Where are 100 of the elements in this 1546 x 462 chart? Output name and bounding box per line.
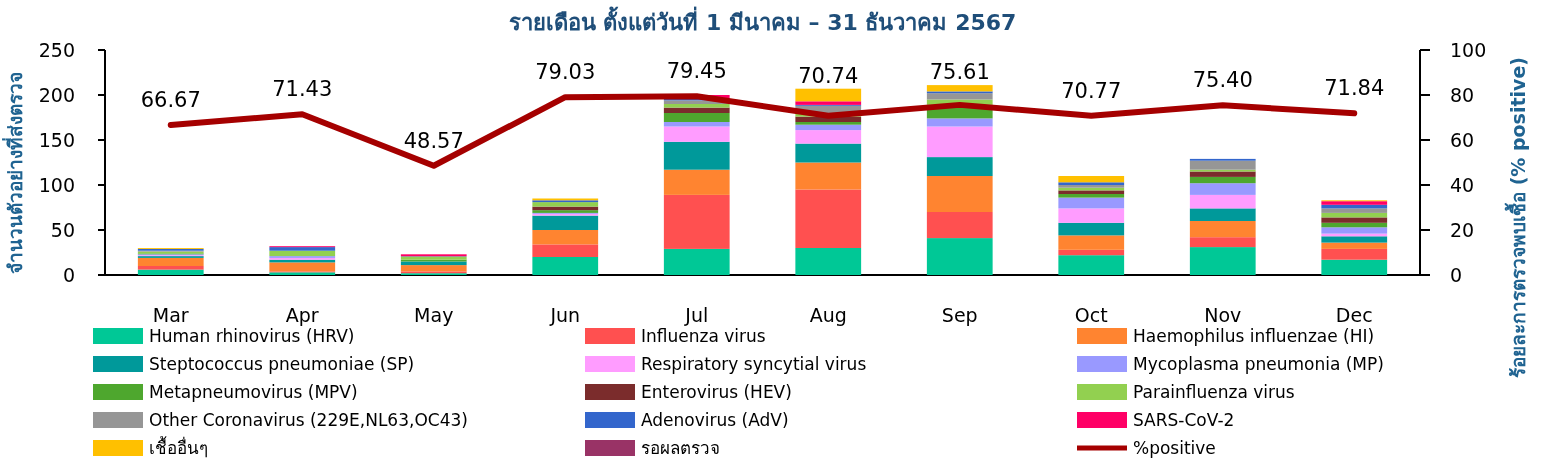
legend-label: Influenza virus bbox=[641, 326, 766, 346]
bar bbox=[532, 215, 599, 230]
data-label: 71.43 bbox=[272, 77, 333, 102]
bar bbox=[1321, 248, 1388, 260]
bar bbox=[926, 93, 993, 100]
bar bbox=[1189, 208, 1256, 221]
bar bbox=[663, 141, 730, 170]
x-tick-label: Nov bbox=[1204, 304, 1242, 326]
x-tick-label: Sep bbox=[941, 304, 978, 326]
bar bbox=[137, 257, 204, 266]
bar bbox=[926, 118, 993, 127]
bar bbox=[137, 266, 204, 270]
data-label: 75.40 bbox=[1192, 68, 1253, 93]
bar bbox=[269, 250, 336, 257]
y-tick-label: 50 bbox=[50, 219, 75, 241]
legend-label: %positive bbox=[1133, 438, 1216, 458]
bar bbox=[1058, 249, 1125, 256]
bar bbox=[532, 230, 599, 245]
bar bbox=[1058, 176, 1125, 183]
bar bbox=[1189, 176, 1256, 184]
bar bbox=[1058, 222, 1125, 236]
y2-tick-label: 20 bbox=[1450, 219, 1475, 241]
legend-label: Adenovirus (AdV) bbox=[641, 410, 789, 430]
bar bbox=[1189, 194, 1256, 209]
data-label: 66.67 bbox=[140, 87, 201, 112]
bar bbox=[1189, 171, 1256, 177]
y-tick-label: 100 bbox=[38, 174, 75, 196]
data-label: 71.84 bbox=[1324, 76, 1385, 101]
bar bbox=[1058, 197, 1125, 209]
y2-axis-title: ร้อยละการตรวจพบเชื้อ (% positive) bbox=[1504, 57, 1529, 378]
x-tick-label: Apr bbox=[285, 304, 319, 326]
y2-tick-label: 80 bbox=[1450, 84, 1475, 106]
data-label: 70.77 bbox=[1061, 78, 1122, 103]
bar bbox=[795, 248, 862, 275]
x-tick-label: Dec bbox=[1335, 304, 1373, 326]
bar bbox=[1321, 236, 1388, 243]
bar bbox=[663, 169, 730, 195]
y-tick-label: 250 bbox=[38, 39, 75, 61]
legend-label: Metapneumovirus (MPV) bbox=[149, 382, 358, 402]
y-tick-label: 0 bbox=[62, 264, 75, 286]
legend-label: Human rhinovirus (HRV) bbox=[149, 326, 355, 346]
bar bbox=[1189, 221, 1256, 238]
bar bbox=[663, 104, 730, 108]
bar bbox=[663, 122, 730, 127]
bar bbox=[795, 124, 862, 131]
data-label: 75.61 bbox=[929, 60, 990, 85]
bar bbox=[532, 257, 599, 275]
bar bbox=[400, 265, 467, 272]
bar bbox=[795, 88, 862, 102]
y2-tick-label: 0 bbox=[1450, 264, 1463, 286]
bar bbox=[795, 143, 862, 163]
legend-label: Respiratory syncytial virus bbox=[641, 354, 867, 374]
bar bbox=[1058, 255, 1125, 275]
x-tick-label: May bbox=[414, 304, 454, 326]
bar bbox=[663, 194, 730, 249]
y-tick-label: 200 bbox=[38, 84, 75, 106]
bar bbox=[1321, 227, 1388, 234]
y2-tick-label: 60 bbox=[1450, 129, 1475, 151]
bar bbox=[1321, 242, 1388, 249]
bar bbox=[1189, 237, 1256, 248]
bar bbox=[663, 107, 730, 113]
data-label: 70.74 bbox=[798, 63, 859, 88]
legend-label: Steptococcus pneumoniae (SP) bbox=[149, 354, 415, 374]
legend-label: Haemophilus influenzae (HI) bbox=[1133, 326, 1375, 346]
x-tick-label: Mar bbox=[152, 304, 189, 326]
bar bbox=[532, 202, 599, 207]
bar bbox=[795, 162, 862, 190]
bar bbox=[795, 122, 862, 125]
bar bbox=[1189, 247, 1256, 275]
x-tick-label: Oct bbox=[1074, 304, 1108, 326]
bar bbox=[926, 176, 993, 212]
bar bbox=[926, 212, 993, 239]
bar bbox=[1321, 208, 1388, 213]
bar bbox=[1058, 235, 1125, 250]
y-axis-title: จำนวนตัวอย่างที่ส่งตรวจ bbox=[2, 71, 26, 274]
legend-label: เชื้ออื่นๆ bbox=[149, 436, 208, 458]
bar bbox=[663, 248, 730, 275]
bar bbox=[532, 244, 599, 257]
legend-label: Enterovirus (HEV) bbox=[641, 382, 792, 402]
bar bbox=[137, 269, 204, 275]
y2-tick-label: 40 bbox=[1450, 174, 1475, 196]
bar bbox=[795, 130, 862, 144]
y2-tick-label: 100 bbox=[1450, 39, 1487, 61]
x-tick-label: Jul bbox=[684, 304, 709, 326]
legend-label: Mycoplasma pneumonia (MP) bbox=[1133, 354, 1384, 374]
bar bbox=[1058, 194, 1125, 198]
bar bbox=[1058, 208, 1125, 223]
x-tick-label: Jun bbox=[549, 304, 581, 326]
bar bbox=[1189, 160, 1256, 170]
data-label: 79.03 bbox=[535, 60, 596, 85]
bar bbox=[795, 189, 862, 248]
data-label: 79.45 bbox=[666, 59, 727, 84]
y-tick-label: 150 bbox=[38, 129, 75, 151]
bar bbox=[1189, 183, 1256, 195]
bar bbox=[926, 238, 993, 275]
chart-title: รายเดือน ตั้งแต่วันที่ 1 มีนาคม – 31 ธันวาคม 2567 bbox=[508, 6, 1017, 35]
legend-label: รอผลตรวจ bbox=[641, 438, 720, 458]
bar bbox=[926, 85, 993, 92]
data-label: 48.57 bbox=[403, 128, 464, 153]
bar bbox=[1321, 259, 1388, 275]
